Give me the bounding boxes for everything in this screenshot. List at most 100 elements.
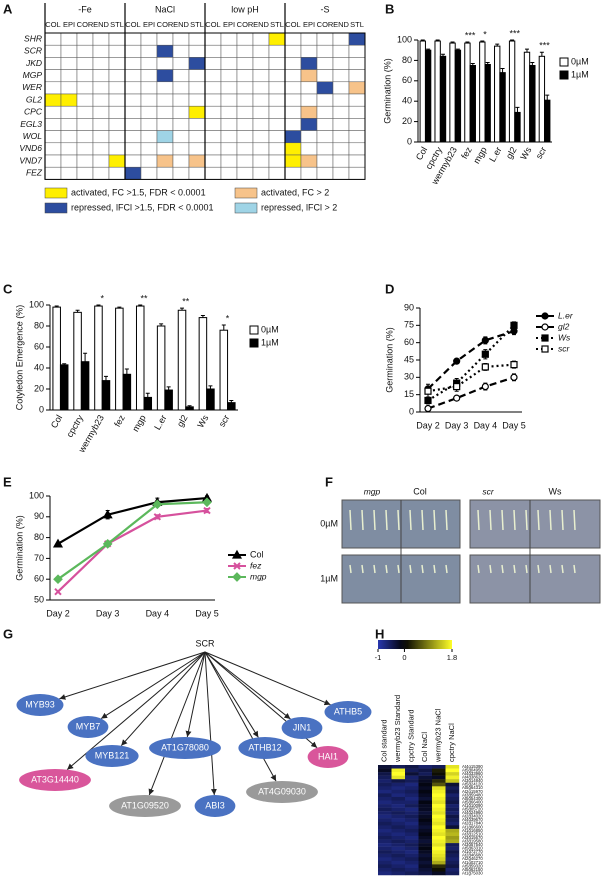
genotype-label: mgp [364, 486, 381, 496]
bar [74, 312, 82, 410]
cell [333, 70, 349, 82]
bar [465, 43, 470, 142]
seedling [374, 510, 375, 530]
column-label: COR [157, 20, 174, 29]
heat-cell [446, 836, 460, 840]
cell [173, 167, 189, 179]
cell [253, 33, 269, 45]
y-axis-title: Germination (%) [384, 327, 394, 393]
seedling [362, 565, 363, 573]
heat-cell [378, 797, 392, 801]
bar [157, 326, 165, 410]
bar [539, 56, 544, 142]
heat-cell [419, 854, 433, 858]
cell [333, 131, 349, 143]
y-tick-label: 75 [404, 320, 414, 330]
seedling [550, 510, 551, 530]
heat-cell [378, 847, 392, 851]
heat-cell [392, 769, 406, 773]
panel-label: A [3, 1, 13, 16]
significance: *** [510, 28, 521, 38]
cell [173, 131, 189, 143]
heat-cell [405, 769, 419, 773]
cell [301, 143, 317, 155]
cell [269, 45, 285, 57]
cell [77, 45, 93, 57]
heat-cell [392, 864, 406, 868]
heat-cell [446, 818, 460, 822]
y-tick-label: 60 [34, 574, 44, 584]
heat-cell [446, 861, 460, 865]
heat-cell [432, 790, 446, 794]
photo [470, 500, 600, 548]
cell [157, 33, 173, 45]
marker [542, 346, 548, 352]
heat-cell [378, 822, 392, 826]
heat-cell [405, 854, 419, 858]
bar [102, 381, 110, 410]
cell [205, 106, 221, 118]
cell [109, 82, 125, 94]
cell [61, 155, 77, 167]
heat-cell [419, 765, 433, 769]
cell [269, 118, 285, 130]
cell [157, 94, 173, 106]
cell [61, 57, 77, 69]
cell [157, 143, 173, 155]
node-label: MYB121 [95, 750, 130, 760]
column-label: cpctry NaCl [447, 723, 456, 762]
cell [189, 82, 205, 94]
significance: * [226, 313, 230, 323]
bar [199, 318, 207, 410]
cell [45, 131, 61, 143]
bar [509, 41, 514, 142]
legend-label: Col [250, 549, 264, 559]
heat-cell [432, 825, 446, 829]
y-tick-label: 20 [402, 116, 412, 126]
marker [425, 406, 431, 412]
heat-cell [446, 829, 460, 833]
cell [141, 45, 157, 57]
heat-cell [405, 765, 419, 769]
cell [285, 118, 301, 130]
cell [61, 45, 77, 57]
cell [317, 155, 333, 167]
marker [454, 358, 460, 364]
cell [93, 118, 109, 130]
cell [221, 118, 237, 130]
cell [253, 94, 269, 106]
cell [237, 155, 253, 167]
cell [253, 70, 269, 82]
cell [45, 57, 61, 69]
cell [205, 167, 221, 179]
heat-cell [419, 772, 433, 776]
node-label: AT4G09030 [258, 786, 306, 796]
cell [109, 94, 125, 106]
column-label: END [333, 20, 349, 29]
significance: * [483, 29, 487, 39]
heat-cell [392, 829, 406, 833]
heat-cell [392, 790, 406, 794]
gene-label: MGP [23, 70, 43, 80]
column-label: EPI [223, 20, 235, 29]
cell [93, 70, 109, 82]
column-label: COR [317, 20, 334, 29]
cell [61, 33, 77, 45]
cell [189, 70, 205, 82]
heat-cell [432, 801, 446, 805]
panel-label: D [385, 281, 394, 296]
heat-cell [405, 804, 419, 808]
heat-cell [432, 776, 446, 780]
bar [178, 310, 186, 410]
gene-label: VND7 [19, 155, 42, 165]
heat-cell [432, 786, 446, 790]
heat-cell [432, 857, 446, 861]
heat-cell [405, 857, 419, 861]
heat-cell [392, 786, 406, 790]
heat-cell [392, 847, 406, 851]
node-label: AT1G78080 [161, 742, 209, 752]
colorbar [378, 640, 452, 649]
cell [237, 70, 253, 82]
cell [141, 155, 157, 167]
heat-cell [419, 850, 433, 854]
